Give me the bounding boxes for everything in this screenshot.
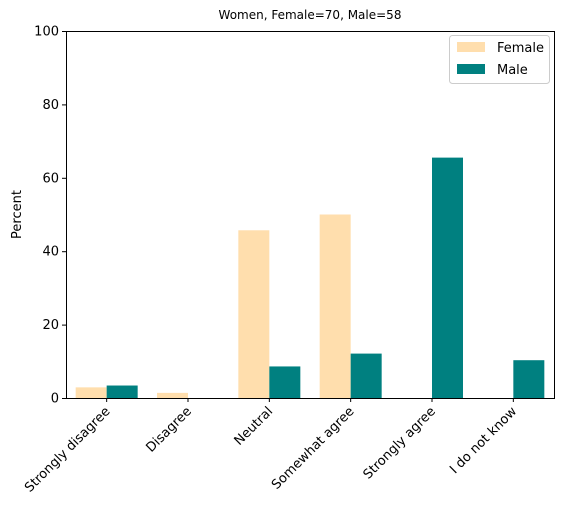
bar-male-3 (350, 353, 382, 398)
x-tick-label-4: Strongly agree (361, 404, 439, 482)
bar-female-2 (238, 230, 270, 398)
chart-title: Women, Female=70, Male=58 (219, 8, 402, 22)
y-tick-label-5: 100 (34, 25, 59, 40)
legend: Female Male (449, 35, 550, 84)
x-tick-label-1: Disagree (143, 404, 194, 455)
legend-label-female: Female (497, 41, 544, 56)
x-tick-label-0: Strongly disagree (22, 404, 113, 495)
legend-label-male: Male (497, 63, 528, 78)
y-axis-ticks: 0 20 40 60 80 100 (34, 25, 66, 407)
y-tick-label-2: 40 (42, 245, 59, 260)
bar-male-4 (432, 157, 463, 398)
y-tick-label-0: 0 (51, 392, 59, 407)
y-axis-label: Percent (10, 190, 25, 239)
x-tick-label-3: Somewhat agree (269, 404, 358, 493)
bar-female-0 (75, 387, 107, 398)
bars-group (75, 157, 545, 398)
bar-male-0 (106, 385, 138, 398)
bar-male-2 (269, 366, 301, 398)
y-tick-label-4: 80 (42, 98, 59, 113)
y-tick-label-1: 20 (42, 318, 59, 333)
y-tick-label-3: 60 (42, 171, 59, 186)
x-tick-label-5: I do not know (447, 404, 520, 477)
plot-frame (66, 31, 555, 399)
bar-female-3 (319, 214, 351, 398)
legend-swatch-male (457, 64, 485, 74)
x-tick-label-2: Neutral (232, 404, 277, 449)
legend-swatch-female (457, 42, 485, 52)
bar-male-5 (513, 360, 545, 398)
bar-female-1 (157, 392, 188, 398)
x-axis-ticks: Strongly disagree Disagree NeutralSomewhat… (22, 398, 520, 496)
